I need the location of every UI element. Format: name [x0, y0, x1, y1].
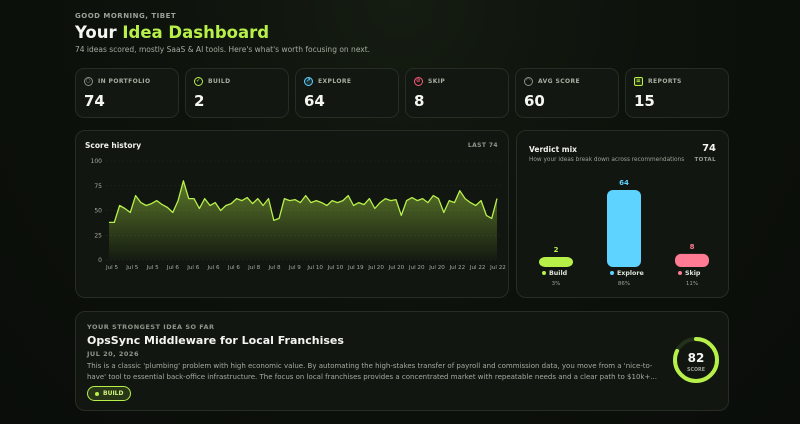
- x-tick-label: Jul 22: [449, 265, 466, 271]
- x-tick-label: Jul 8: [267, 265, 281, 271]
- bar-value-label: 2: [554, 246, 559, 254]
- x-tick-label: Jul 19: [347, 265, 364, 271]
- bar-explore: [607, 190, 641, 267]
- stat-card-explore[interactable]: ↗ EXPLORE 64: [295, 68, 399, 118]
- stat-value: 8: [414, 92, 425, 110]
- stat-label: IN PORTFOLIO: [98, 78, 151, 85]
- bar-value-label: 8: [690, 243, 695, 251]
- block-icon: ⊘: [414, 77, 423, 86]
- x-tick-label: Jul 20: [367, 265, 384, 271]
- stat-label: AVG SCORE: [538, 78, 581, 85]
- score-value: 82: [688, 351, 705, 365]
- x-tick-label: Jul 6: [186, 265, 200, 271]
- x-tick-label: Jul 5: [146, 265, 160, 271]
- verdict-mix-chart: 2 Build 3% 64 Explore 86% 8 Skip 11%: [539, 179, 709, 287]
- stat-card-reports[interactable]: ≡ REPORTS 15: [625, 68, 729, 118]
- stat-label: SKIP: [428, 78, 446, 85]
- strongest-idea-card[interactable]: YOUR STRONGEST IDEA SO FAR OpsSync Middl…: [75, 311, 729, 411]
- stat-card-portfolio[interactable]: ○ IN PORTFOLIO 74: [75, 68, 179, 118]
- y-tick-label: 100: [91, 158, 103, 165]
- stat-label: EXPLORE: [318, 78, 352, 85]
- x-tick-label: Jul 20: [428, 265, 445, 271]
- bar-build: [539, 257, 573, 267]
- percent-label: 86%: [618, 281, 630, 287]
- score-line: [109, 180, 498, 224]
- stat-card-avg-score[interactable]: ◠ AVG SCORE 60: [515, 68, 619, 118]
- score-history-card: Score history LAST 74 0 25 50 75 100 Jul 5 Jul…: [75, 130, 509, 298]
- y-tick-label: 0: [98, 257, 102, 264]
- x-tick-label: Jul 22: [469, 265, 486, 271]
- x-tick-label: Jul 9: [288, 265, 302, 271]
- badge-label: BUILD: [103, 390, 124, 397]
- verdict-mix-subtitle: How your ideas break down across recomme…: [529, 157, 685, 163]
- verdict-total-label: TOTAL: [694, 157, 716, 163]
- legend-dot-icon: [542, 271, 546, 275]
- badge-dot-icon: [95, 391, 99, 396]
- title-accent: Idea Dashboard: [122, 23, 270, 42]
- verdict-mix-title: Verdict mix: [529, 145, 577, 154]
- x-tick-label: Jul 5: [125, 265, 139, 271]
- category-label: Build: [549, 270, 567, 277]
- verdict-total: 74: [702, 143, 716, 154]
- idea-description: This is a classic 'plumbing' problem wit…: [87, 362, 658, 381]
- y-tick-label: 50: [94, 208, 102, 215]
- compass-icon: ↗: [304, 77, 313, 86]
- x-tick-label: Jul 6: [207, 265, 221, 271]
- ring-progress: [673, 337, 719, 383]
- x-tick-label: Jul 22: [489, 265, 506, 271]
- check-circle-icon: ✓: [194, 77, 203, 86]
- percent-label: 11%: [686, 281, 698, 287]
- stats-row: ○ IN PORTFOLIO 74 ✓ BUILD 2 ↗ EXPLORE 64 ⊘ S…: [75, 68, 729, 118]
- score-area: [109, 180, 497, 260]
- stat-label: REPORTS: [648, 78, 682, 85]
- stat-value: 2: [194, 92, 205, 110]
- category-label: Skip: [685, 270, 701, 277]
- percent-label: 3%: [552, 281, 561, 287]
- x-tick-label: Jul 6: [227, 265, 241, 271]
- x-tick-label: Jul 6: [166, 265, 180, 271]
- score-label: SCORE: [687, 367, 705, 373]
- x-tick-label: Jul 20: [388, 265, 405, 271]
- idea-date: JUL 20, 2026: [87, 350, 139, 358]
- range-label[interactable]: LAST 74: [467, 142, 498, 149]
- category-label: Explore: [617, 270, 644, 277]
- stat-label: BUILD: [208, 78, 231, 85]
- page-subtitle: 74 ideas scored, mostly SaaS & AI tools.…: [75, 45, 371, 54]
- page-title: Your Idea Dashboard: [75, 23, 269, 42]
- verdict-mix-card: Verdict mix How your ideas break down ac…: [516, 130, 729, 298]
- x-tick-label: Jul 8: [247, 265, 261, 271]
- x-tick-label: Jul 10: [327, 265, 344, 271]
- score-history-chart: 0 25 50 75 100 Jul 5 Jul 5 Jul 5 Jul 6 Jul 6 Jul 6…: [91, 158, 506, 271]
- bar-skip: [675, 253, 709, 267]
- portfolio-icon: ○: [84, 77, 93, 86]
- legend-dot-icon: [610, 271, 614, 275]
- document-icon: ≡: [634, 77, 643, 86]
- y-tick-label: 75: [94, 183, 102, 190]
- strongest-kicker: YOUR STRONGEST IDEA SO FAR: [87, 323, 215, 331]
- stat-value: 64: [304, 92, 325, 110]
- stat-value: 15: [634, 92, 655, 110]
- stat-card-skip[interactable]: ⊘ SKIP 8: [405, 68, 509, 118]
- stat-value: 74: [84, 92, 105, 110]
- stat-card-build[interactable]: ✓ BUILD 2: [185, 68, 289, 118]
- greeting: GOOD MORNING, TIBET: [75, 12, 177, 20]
- x-tick-label: Jul 10: [306, 265, 323, 271]
- x-tick-label: Jul 5: [105, 265, 119, 271]
- gauge-icon: ◠: [524, 77, 533, 86]
- score-ring: 82 SCORE: [673, 337, 719, 383]
- idea-name[interactable]: OpsSync Middleware for Local Franchises: [87, 334, 344, 347]
- verdict-badge: BUILD: [87, 386, 132, 401]
- bar-value-label: 64: [619, 179, 629, 187]
- legend-dot-icon: [678, 271, 682, 275]
- score-history-title: Score history: [85, 141, 142, 150]
- stat-value: 60: [524, 92, 545, 110]
- x-tick-label: Jul 20: [408, 265, 425, 271]
- title-plain: Your: [75, 23, 123, 42]
- y-tick-label: 25: [94, 232, 102, 239]
